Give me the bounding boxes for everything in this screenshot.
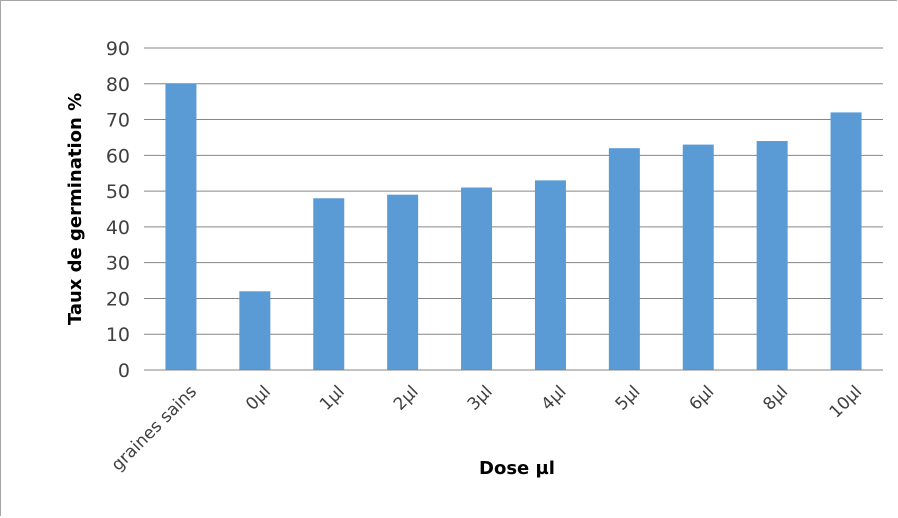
bars [165,83,862,371]
y-tick-label: 0 [118,360,130,382]
y-axis-ticks: 0 10 20 30 40 50 60 70 80 90 [106,38,130,382]
x-tick-label: 10µl [826,382,866,422]
bar-1 [239,291,271,370]
y-axis-title: Taux de germination % [65,93,86,325]
y-tick-label: 40 [106,217,130,239]
y-tick-label: 80 [106,74,130,96]
x-tick-label: graines sains [108,382,201,475]
bar-4 [461,187,493,370]
x-tick-label: 5µl [612,382,645,415]
bar-9 [830,112,862,371]
x-axis-title: Dose µl [479,458,555,479]
y-tick-label: 20 [106,288,130,310]
x-tick-label: 1µl [316,382,349,415]
x-tick-label: 0µl [242,382,275,415]
x-tick-label: 8µl [759,382,792,415]
y-tick-label: 10 [106,324,130,346]
bar-2 [313,198,345,370]
y-tick-label: 30 [106,253,130,275]
bar-3 [387,194,419,370]
y-tick-label: 50 [106,181,130,203]
x-tick-label: 3µl [464,382,497,415]
x-tick-label: 4µl [538,382,571,415]
bar-0 [165,83,197,371]
bar-6 [608,148,640,370]
bar-5 [534,180,566,370]
y-tick-label: 70 [106,110,130,132]
bar-7 [682,144,714,370]
x-tick-label: 2µl [390,382,423,415]
y-tick-label: 60 [106,145,130,167]
x-tick-label: 6µl [685,382,718,415]
y-tick-label: 90 [106,38,130,60]
bar-8 [756,141,788,370]
